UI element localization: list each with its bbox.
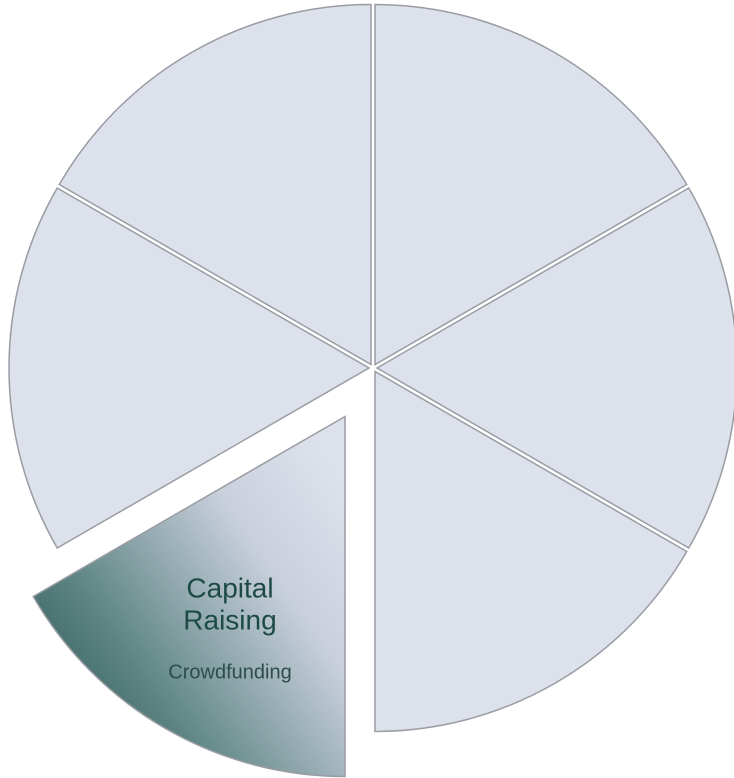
segment-subtitle: Crowdfunding	[168, 661, 291, 683]
segment	[8, 186, 371, 550]
highlighted-segment	[32, 415, 346, 778]
segments	[8, 3, 734, 778]
segment-title: Capital	[186, 572, 273, 603]
segment	[375, 186, 734, 550]
segment	[374, 3, 688, 366]
segment	[58, 3, 372, 366]
segment	[374, 370, 688, 733]
segment-title: Raising	[183, 604, 276, 635]
